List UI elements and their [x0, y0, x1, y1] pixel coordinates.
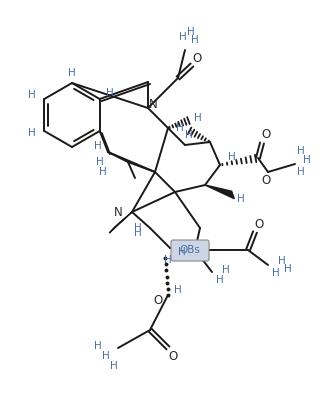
Text: H: H: [191, 35, 199, 45]
Text: H: H: [284, 264, 292, 274]
Text: H: H: [216, 275, 224, 285]
Text: O: O: [255, 218, 263, 231]
Text: H: H: [99, 167, 107, 177]
Text: H: H: [134, 228, 142, 238]
Text: H: H: [179, 32, 187, 42]
Text: H: H: [297, 146, 305, 156]
Polygon shape: [109, 212, 132, 233]
Text: H: H: [106, 88, 114, 98]
Text: H: H: [278, 256, 286, 266]
Text: O: O: [261, 129, 271, 141]
Text: H: H: [237, 194, 245, 204]
Text: H: H: [94, 341, 102, 351]
Text: O: O: [261, 175, 271, 187]
Text: H: H: [96, 157, 104, 167]
Polygon shape: [205, 185, 234, 199]
Text: OBs: OBs: [179, 245, 201, 255]
Text: H: H: [68, 68, 76, 78]
Text: H: H: [102, 351, 110, 361]
Text: N: N: [149, 98, 157, 110]
Text: H: H: [28, 90, 36, 100]
Text: O: O: [192, 52, 202, 64]
Text: H: H: [94, 141, 102, 151]
Text: H: H: [174, 285, 182, 295]
Text: N: N: [114, 206, 122, 218]
Text: O: O: [168, 349, 178, 362]
Text: H: H: [194, 113, 202, 123]
Text: H: H: [272, 268, 280, 278]
Text: H: H: [228, 152, 236, 162]
Text: H: H: [178, 247, 186, 257]
FancyBboxPatch shape: [171, 240, 209, 261]
Text: H: H: [28, 128, 36, 138]
Text: H: H: [164, 255, 172, 265]
Text: H: H: [297, 167, 305, 177]
Text: H: H: [134, 223, 142, 233]
Polygon shape: [172, 250, 195, 259]
Text: H: H: [222, 265, 230, 275]
Text: H: H: [176, 123, 184, 133]
Text: H: H: [303, 155, 311, 165]
Text: H: H: [187, 27, 195, 37]
Text: H: H: [110, 361, 118, 371]
Text: H: H: [185, 130, 193, 140]
Text: O: O: [153, 293, 163, 306]
